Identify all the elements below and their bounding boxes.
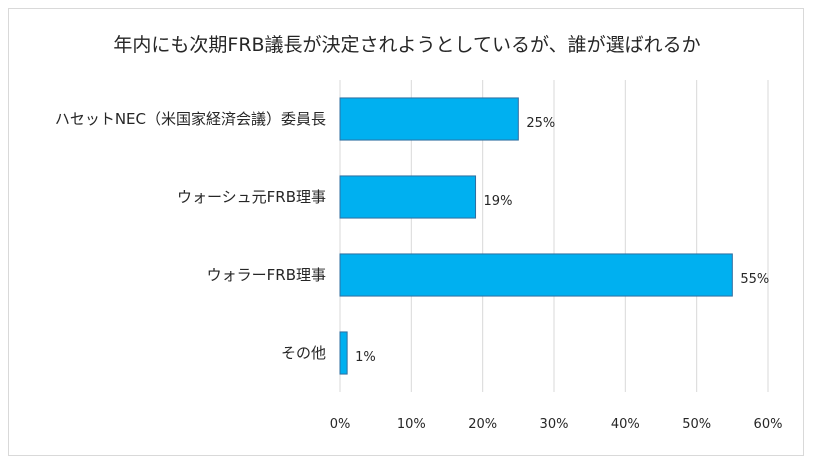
chart-title: 年内にも次期FRB議長が決定されようとしているが、誰が選ばれるか	[113, 34, 701, 56]
value-labels: 25% 19% 55% 1%	[355, 116, 769, 365]
category-label: ウォラーFRB理事	[207, 266, 326, 284]
bar	[339, 253, 733, 297]
value-label: 19%	[484, 194, 513, 209]
bar	[339, 331, 348, 375]
bar	[339, 97, 519, 141]
category-labels: ハセットNEC（米国家経済会議）委員長ウォーシュ元FRB理事ウォラーFRB理事そ…	[55, 110, 326, 362]
category-label: ハセットNEC（米国家経済会議）委員長	[55, 110, 326, 128]
x-tick-label: 40%	[611, 417, 640, 432]
value-label: 25%	[526, 116, 555, 131]
x-tick-label: 50%	[682, 417, 711, 432]
x-tick-label: 10%	[397, 417, 426, 432]
x-tick-labels: 0% 10% 20% 30% 40% 50% 60%	[330, 417, 783, 432]
x-tick-label: 0%	[330, 417, 351, 432]
category-label: ウォーシュ元FRB理事	[177, 188, 326, 206]
x-tick-label: 60%	[754, 417, 783, 432]
chart-frame	[8, 8, 804, 456]
x-tick-label: 20%	[468, 417, 497, 432]
bar	[339, 175, 477, 219]
value-label: 1%	[355, 350, 376, 365]
x-tick-label: 30%	[540, 417, 569, 432]
category-label: その他	[281, 344, 326, 362]
value-label: 55%	[740, 272, 769, 287]
bars	[339, 97, 733, 375]
